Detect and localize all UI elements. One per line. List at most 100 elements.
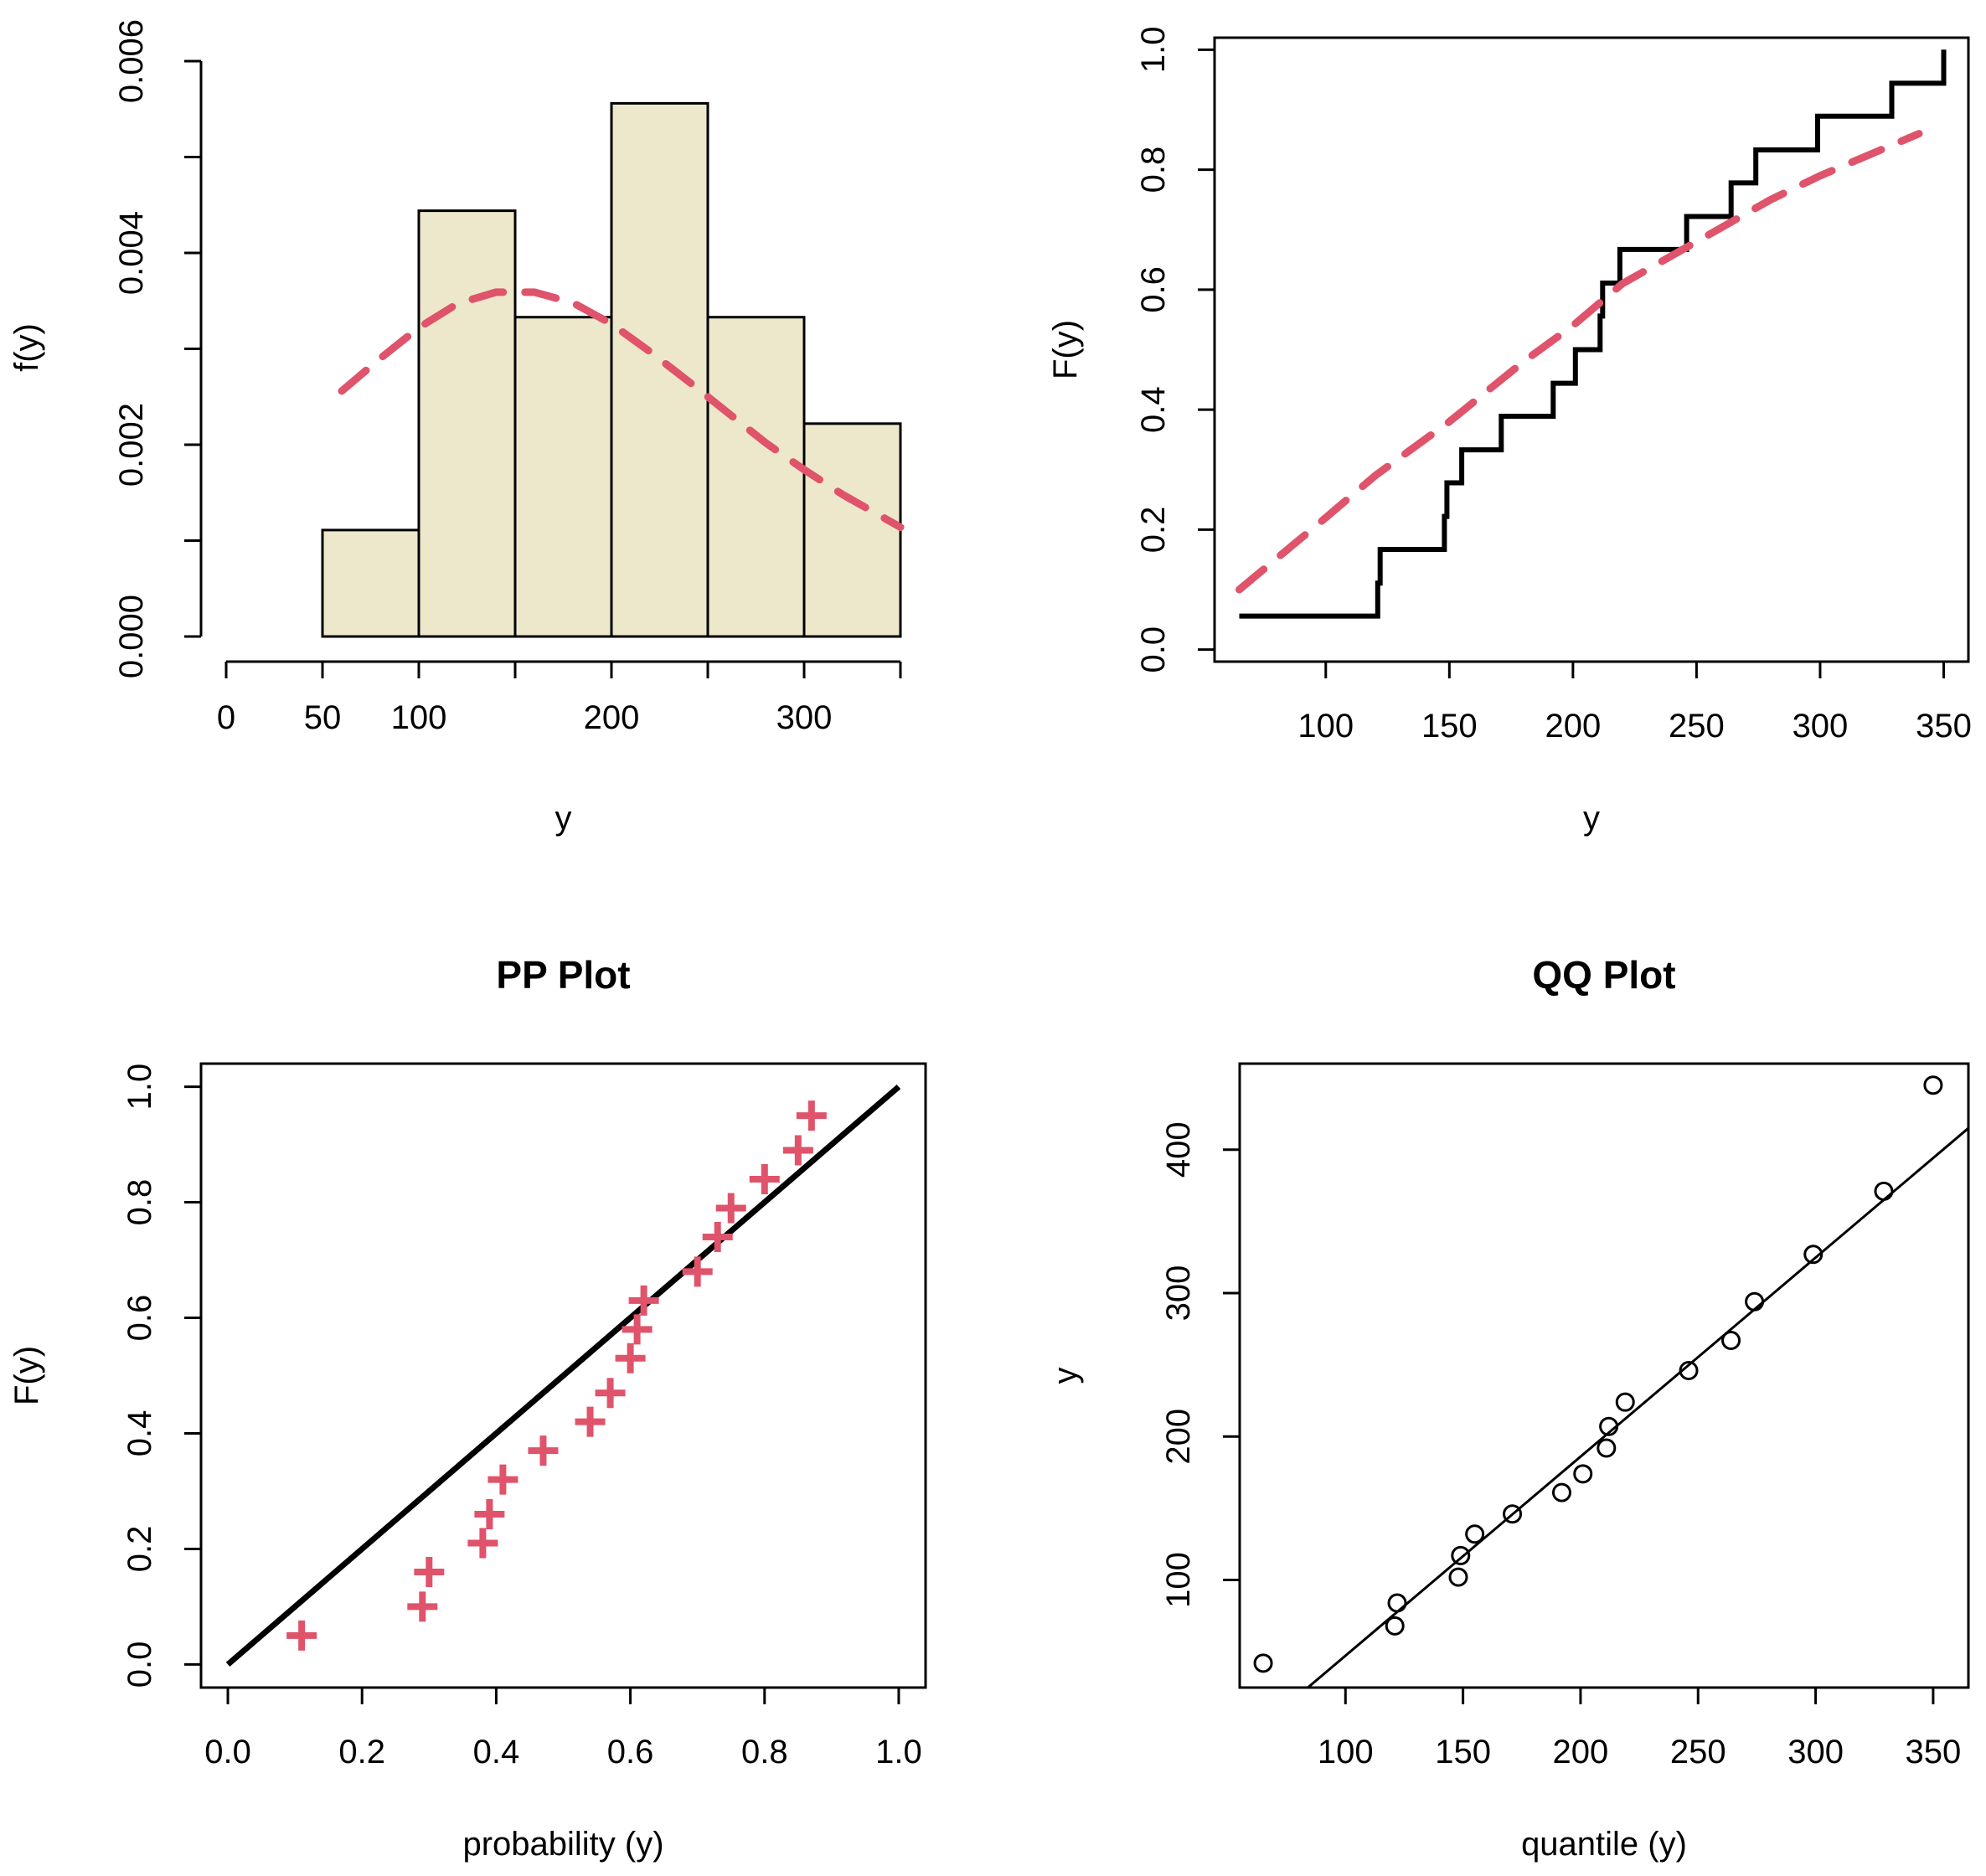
pp-point [615, 1343, 646, 1374]
x-axis-label: quantile (y) [1521, 1826, 1687, 1863]
y-tick-label: 200 [1160, 1409, 1197, 1465]
x-tick-label: 150 [1435, 1734, 1491, 1770]
empirical-cdf-line [1239, 49, 1947, 619]
y-tick-label: 1.0 [121, 1064, 158, 1111]
x-tick-label: 0.4 [473, 1734, 520, 1770]
x-tick-label: 300 [776, 699, 833, 736]
reference-line [1307, 1126, 1969, 1689]
x-tick-label: 100 [391, 699, 447, 736]
qq-point [1615, 1392, 1635, 1412]
pp-point [414, 1557, 445, 1588]
y-tick-label: 0.2 [121, 1526, 158, 1573]
pp-point [682, 1256, 713, 1287]
x-tick-label: 250 [1669, 708, 1725, 745]
x-tick-label: 100 [1297, 708, 1354, 745]
pp-point [474, 1499, 505, 1530]
x-tick-label: 150 [1421, 708, 1478, 745]
y-tick-label: 0.004 [113, 211, 150, 295]
qq-point [1679, 1361, 1699, 1381]
qq-point [1803, 1245, 1824, 1265]
qq-point [1573, 1464, 1593, 1484]
plot-frame [199, 1062, 927, 1689]
qq-point [1451, 1545, 1471, 1565]
qq-point [1551, 1482, 1571, 1502]
qq-point [1385, 1616, 1405, 1636]
histogram-bar [706, 316, 806, 638]
qq-point [1721, 1331, 1741, 1351]
density-fit-curve [338, 288, 905, 531]
y-tick-label: 0.2 [1135, 507, 1172, 554]
y-tick-label: 0.0 [121, 1642, 158, 1688]
y-tick-label: 0.6 [1135, 266, 1172, 313]
qq-point [1597, 1438, 1617, 1458]
y-axis-label: f(y) [8, 323, 45, 372]
plot-frame [1213, 36, 1970, 663]
x-tick-label: 250 [1670, 1734, 1726, 1770]
histogram-bar [513, 316, 613, 638]
x-tick-label: 0.0 [204, 1734, 251, 1770]
x-tick-label: 1.0 [875, 1734, 922, 1770]
y-tick-label: 1.0 [1135, 27, 1172, 74]
histogram-bar [417, 209, 517, 638]
y-tick-label: 0.006 [113, 19, 150, 103]
y-axis-label: F(y) [8, 1346, 45, 1405]
qq-point [1745, 1291, 1765, 1312]
histogram-bar [321, 528, 420, 638]
fitted-cdf-curve [1235, 130, 1923, 594]
pp-point [796, 1100, 827, 1131]
x-tick-label: 200 [584, 699, 640, 736]
pp-point [782, 1135, 813, 1166]
y-tick-label: 0.8 [1135, 147, 1172, 193]
y-tick-label: 100 [1160, 1552, 1197, 1608]
y-tick-label: 400 [1160, 1121, 1197, 1178]
histogram-chart: 0 50 100 200 300 0.000 0.002 0.004 0.006 y f(y) [8, 19, 905, 837]
histogram-bar [610, 101, 709, 638]
qq-point [1387, 1593, 1407, 1613]
histogram-bar [802, 422, 902, 638]
y-tick-label: 0.4 [121, 1410, 158, 1457]
qq-plot-chart: 100 150 200 250 300 350 100 200 300 400 quantile (… [1047, 953, 1970, 1863]
pp-point [575, 1406, 606, 1437]
x-tick-label: 300 [1793, 708, 1849, 745]
pp-point [595, 1378, 626, 1409]
y-tick-label: 0.0 [1135, 626, 1172, 673]
pp-point [622, 1314, 653, 1345]
y-axis-label: y [1047, 1368, 1084, 1384]
pp-point [467, 1528, 498, 1559]
qq-point [1448, 1567, 1468, 1587]
y-axis-label: F(y) [1047, 320, 1084, 379]
x-tick-label: 0.2 [338, 1734, 385, 1770]
x-tick-label: 200 [1553, 1734, 1609, 1770]
pp-point [749, 1163, 780, 1194]
qq-point [1874, 1181, 1894, 1201]
y-tick-label: 0.002 [113, 403, 150, 487]
qq-point [1503, 1504, 1523, 1524]
y-tick-label: 0.6 [121, 1295, 158, 1342]
qq-point [1599, 1416, 1619, 1436]
pp-plot-chart: 0.0 0.2 0.4 0.6 0.8 1.0 0.0 0.2 0.4 0.6 0.8 1.0 prob… [8, 953, 927, 1863]
x-tick-label: 300 [1787, 1734, 1844, 1770]
x-tick-label: 350 [1906, 1734, 1962, 1770]
y-tick-label: 0.4 [1135, 386, 1172, 433]
y-tick-label: 300 [1160, 1265, 1197, 1322]
x-tick-label: 0.8 [741, 1734, 788, 1770]
qq-point [1923, 1075, 1943, 1095]
pp-point [528, 1435, 559, 1466]
reference-line [225, 1084, 901, 1667]
x-tick-label: 0.6 [607, 1734, 654, 1770]
pp-point [702, 1221, 733, 1252]
x-tick-label: 50 [304, 699, 342, 736]
x-axis-label: probability (y) [462, 1826, 663, 1863]
pp-point [628, 1285, 659, 1316]
y-tick-label: 0.000 [113, 595, 150, 678]
pp-point [407, 1591, 438, 1622]
pp-point [286, 1620, 317, 1651]
pp-point [715, 1193, 746, 1224]
qq-point [1253, 1653, 1273, 1673]
plot-frame [1238, 1062, 1970, 1689]
x-tick-label: 100 [1318, 1734, 1374, 1770]
x-tick-label: 350 [1916, 708, 1972, 745]
x-axis-label: y [555, 800, 572, 837]
qq-point [1465, 1524, 1485, 1544]
